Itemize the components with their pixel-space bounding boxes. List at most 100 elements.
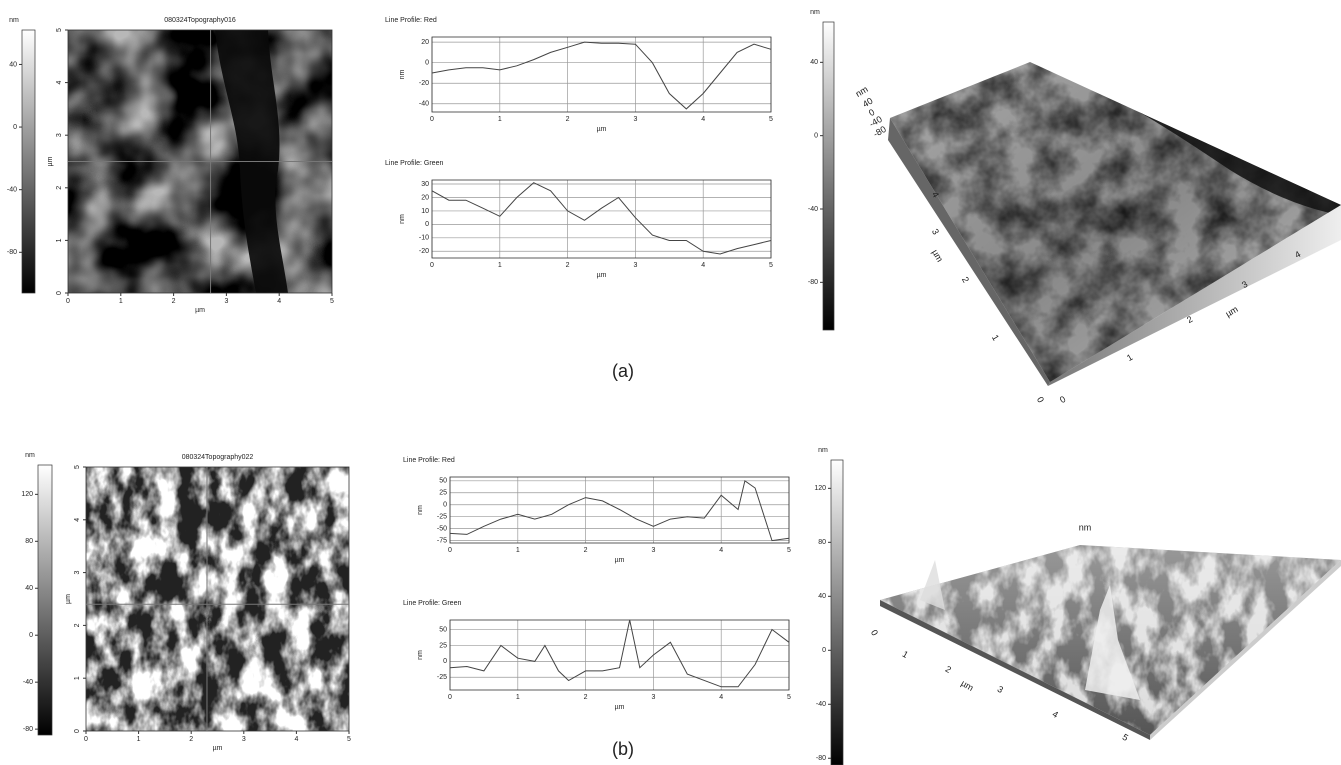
x-tick-label: 1 (498, 116, 502, 123)
y-tick-label: 3 (56, 133, 63, 137)
axis3d-label: µm (959, 678, 975, 693)
x-tick-label: 5 (330, 298, 334, 305)
colorbar (831, 460, 843, 765)
y-tick-label: 4 (56, 81, 63, 85)
y-axis-label: µm (65, 594, 72, 604)
axis3d-label: 2 (1185, 314, 1194, 325)
image-title: 080324Topography022 (182, 454, 254, 461)
x-tick-label: 5 (787, 547, 791, 554)
profile-line (432, 183, 771, 254)
y-axis-label: nm (417, 650, 424, 660)
y-tick-label: 50 (439, 478, 447, 485)
y-tick-label: 50 (439, 626, 447, 633)
x-tick-label: 1 (516, 694, 520, 701)
x-tick-label: 5 (787, 694, 791, 701)
figure: (a) (b) Line Profile: Red-40-20020012345… (0, 0, 1341, 765)
y-tick-label: -20 (419, 80, 429, 87)
x-tick-label: 2 (566, 262, 570, 269)
colorbar-tick-label: 0 (814, 133, 818, 140)
x-tick-label: 0 (448, 694, 452, 701)
y-tick-label: 5 (56, 28, 63, 32)
plot-frame (432, 37, 771, 112)
colorbar-tick-label: -80 (23, 726, 33, 733)
x-axis-label: µm (195, 307, 205, 314)
colorbar-tick-label: 40 (25, 585, 33, 592)
y-tick-label: 0 (425, 60, 429, 67)
x-tick-label: 2 (172, 298, 176, 305)
axis3d-label: 2 (944, 664, 953, 675)
x-tick-label: 4 (701, 116, 705, 123)
chart-title: Line Profile: Red (385, 17, 437, 24)
axis3d-label: 2 (960, 275, 971, 284)
axis3d-label: 1 (1125, 352, 1134, 363)
x-tick-label: 1 (137, 736, 141, 743)
colorbar (38, 465, 52, 735)
axis3d-label: 0 (1035, 395, 1046, 404)
x-tick-label: 2 (584, 547, 588, 554)
y-tick-label: 2 (74, 623, 81, 627)
x-tick-label: 3 (224, 298, 228, 305)
y-axis-label: nm (417, 505, 424, 515)
y-tick-label: 25 (439, 490, 447, 497)
x-tick-label: 3 (651, 694, 655, 701)
colorbar-tick-label: 80 (818, 539, 826, 546)
colorbar-tick-label: 40 (810, 59, 818, 66)
colorbar-tick-label: 120 (814, 485, 826, 492)
profile-line (450, 481, 789, 541)
plot-frame (450, 620, 789, 690)
y-tick-label: 30 (421, 181, 429, 188)
y-axis-label: nm (399, 214, 406, 224)
x-tick-label: 4 (719, 694, 723, 701)
x-tick-label: 4 (277, 298, 281, 305)
y-tick-label: -25 (437, 514, 447, 521)
colorbar-tick-label: -80 (7, 249, 17, 256)
x-tick-label: 3 (633, 262, 637, 269)
colorbar-tick-label: -40 (808, 206, 818, 213)
surface-3d-b (880, 545, 1341, 740)
colorbar (823, 22, 834, 330)
axis3d-label: µm (1224, 304, 1240, 319)
axis3d-label: nm (1079, 522, 1092, 532)
colorbar-tick-label: 0 (13, 124, 17, 131)
y-tick-label: 4 (74, 518, 81, 522)
colorbar-tick-label: 80 (25, 538, 33, 545)
colorbar-tick-label: -40 (23, 679, 33, 686)
colorbar-tick-label: -80 (808, 279, 818, 286)
axis3d-label: µm (930, 248, 945, 264)
colorbar-tick-label: -40 (816, 701, 826, 708)
x-tick-label: 0 (430, 262, 434, 269)
colorbar-tick-label: 40 (818, 593, 826, 600)
x-tick-label: 5 (769, 116, 773, 123)
y-tick-label: 20 (421, 194, 429, 201)
x-axis-label: µm (615, 704, 625, 711)
axis3d-label: 0 (1058, 394, 1067, 405)
y-tick-label: 10 (421, 208, 429, 215)
x-tick-label: 1 (516, 547, 520, 554)
x-tick-label: 4 (701, 262, 705, 269)
y-tick-label: -25 (437, 674, 447, 681)
topography-image-b (86, 467, 349, 731)
axis3d-label: 4 (1051, 709, 1060, 720)
y-tick-label: 1 (56, 238, 63, 242)
y-tick-label: 0 (443, 502, 447, 509)
x-tick-label: 0 (84, 736, 88, 743)
colorbar-unit: nm (810, 9, 820, 16)
y-tick-label: 20 (421, 39, 429, 46)
panel-label: (a) (612, 361, 634, 381)
y-tick-label: 0 (74, 729, 81, 733)
x-tick-label: 2 (189, 736, 193, 743)
image-title: 080324Topography016 (164, 17, 236, 24)
axis3d-label: 1 (990, 333, 1001, 342)
y-tick-label: -75 (437, 537, 447, 544)
axis3d-label: 0 (869, 628, 880, 637)
colorbar-tick-label: 120 (21, 491, 33, 498)
x-tick-label: 5 (769, 262, 773, 269)
x-tick-label: 2 (566, 116, 570, 123)
x-tick-label: 3 (651, 547, 655, 554)
colorbar-tick-label: 40 (9, 61, 17, 68)
profile-line (432, 42, 771, 109)
colorbar-unit: nm (25, 452, 35, 459)
chart-title: Line Profile: Green (403, 600, 461, 607)
surface-3d-a (880, 55, 1341, 390)
x-axis-label: µm (597, 272, 607, 279)
